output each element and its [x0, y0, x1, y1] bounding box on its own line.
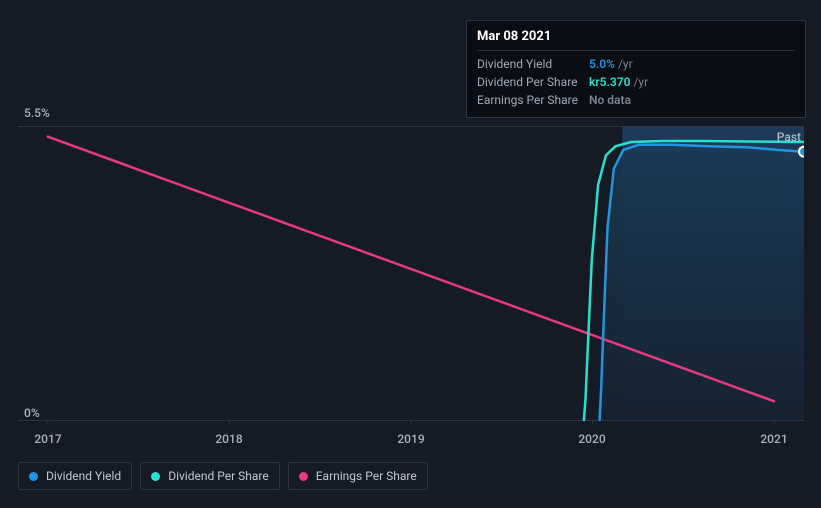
legend-dividend-per-share[interactable]: Dividend Per Share [140, 462, 280, 490]
tooltip-key: Dividend Yield [477, 57, 589, 71]
x-tick-2018: 2018 [215, 432, 242, 446]
tooltip-value: No data [589, 93, 631, 107]
tooltip-key: Dividend Per Share [477, 75, 589, 89]
tooltip-suffix: /yr [633, 75, 648, 89]
tooltip-key: Earnings Per Share [477, 93, 589, 107]
x-tick-2021: 2021 [760, 432, 787, 446]
tooltip-row-earnings-per-share: Earnings Per Share No data [477, 91, 795, 109]
chart-tooltip: Mar 08 2021 Dividend Yield 5.0%/yr Divid… [466, 20, 806, 118]
x-tick-2019: 2019 [397, 432, 424, 446]
legend-dot-icon [299, 472, 308, 481]
tooltip-value: kr5.370 [589, 75, 630, 89]
x-tick-2017: 2017 [34, 432, 61, 446]
legend-label: Earnings Per Share [316, 469, 417, 483]
legend-label: Dividend Per Share [168, 469, 269, 483]
legend-label: Dividend Yield [46, 469, 121, 483]
tooltip-row-dividend-yield: Dividend Yield 5.0%/yr [477, 55, 795, 73]
y-tick-top: 5.5% [24, 106, 50, 120]
chart-legend: Dividend Yield Dividend Per Share Earnin… [18, 462, 428, 490]
legend-dot-icon [151, 472, 160, 481]
x-tick-2020: 2020 [578, 432, 605, 446]
legend-dividend-yield[interactable]: Dividend Yield [18, 462, 132, 490]
tooltip-row-dividend-per-share: Dividend Per Share kr5.370/yr [477, 73, 795, 91]
tooltip-suffix: /yr [618, 57, 633, 71]
tooltip-title: Mar 08 2021 [477, 29, 795, 51]
legend-earnings-per-share[interactable]: Earnings Per Share [288, 462, 428, 490]
tooltip-value: 5.0% [589, 57, 615, 71]
past-label: Past [777, 130, 801, 144]
legend-dot-icon [29, 472, 38, 481]
dividend-chart [18, 126, 804, 426]
